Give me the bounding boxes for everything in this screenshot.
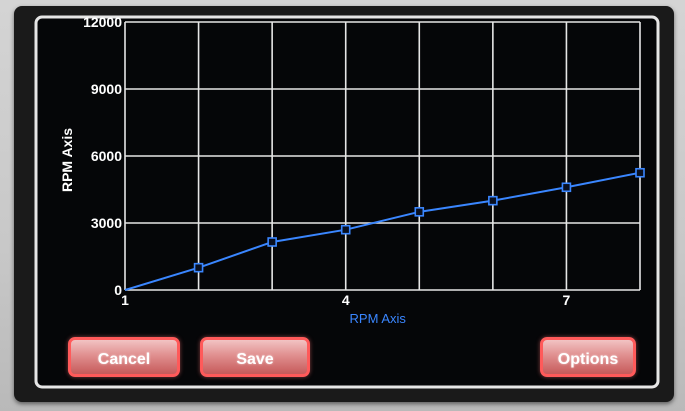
data-point-marker (267, 237, 277, 247)
save-button[interactable]: Save (200, 337, 310, 377)
cancel-button[interactable]: Cancel (68, 337, 180, 377)
data-point-marker (488, 195, 498, 206)
x-tick-label: 7 (563, 292, 571, 308)
x-tick-label: 4 (342, 292, 350, 308)
y-tick-label: 12000 (83, 14, 122, 30)
data-point-marker (561, 182, 572, 193)
y-tick-label: 0 (114, 282, 122, 298)
screen-panel (34, 15, 660, 389)
y-tick-label: 9000 (91, 81, 122, 97)
data-point-marker (193, 262, 204, 273)
data-point-marker (414, 207, 425, 217)
data-point-marker (635, 167, 645, 178)
data-point-marker (340, 224, 351, 235)
x-tick-label: 1 (121, 292, 129, 308)
y-tick-label: 3000 (91, 215, 122, 231)
options-button[interactable]: Options (540, 337, 636, 377)
x-axis-label: RPM Axis (350, 311, 407, 326)
y-axis-label: RPM Axis (59, 128, 75, 192)
y-tick-label: 6000 (91, 148, 122, 164)
series-line (124, 171, 641, 291)
